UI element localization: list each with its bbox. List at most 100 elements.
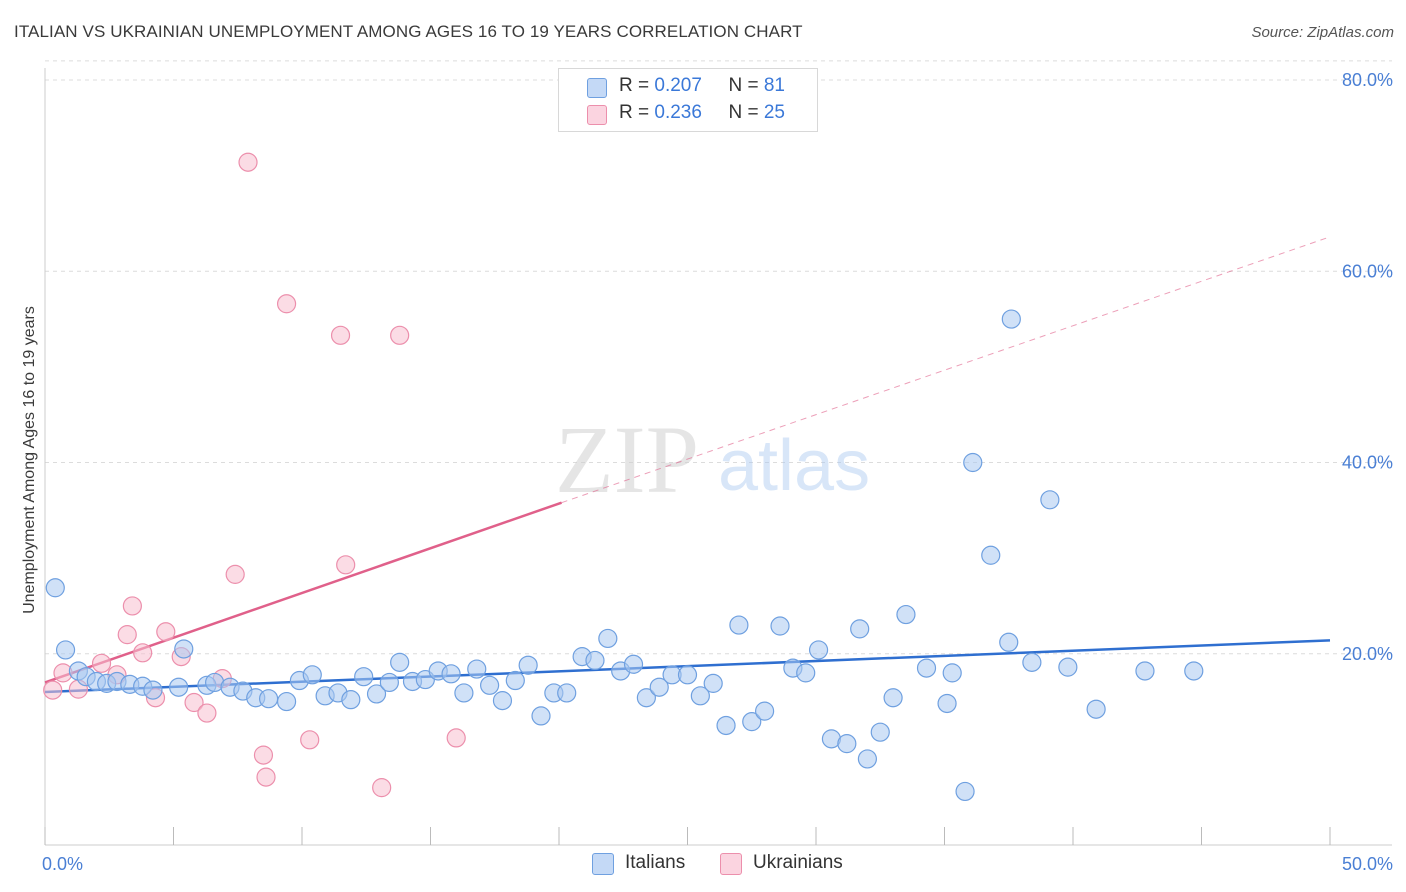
ukrainians-point (253, 745, 274, 765)
italians-point (258, 689, 279, 709)
italians-point (1001, 309, 1021, 329)
italians-point (837, 734, 857, 754)
italians-point (963, 452, 983, 473)
ukrainians-point (300, 730, 320, 750)
italians-point (454, 683, 474, 703)
ukrainians-r-value: 0.236 (654, 102, 702, 123)
italians-points (45, 309, 1204, 802)
italians-point (1086, 699, 1106, 719)
italians-point (690, 686, 710, 706)
italians-swatch (587, 78, 607, 98)
italians-point (636, 688, 656, 708)
italians-point (716, 715, 736, 736)
italians-point (1022, 652, 1042, 672)
italians-point (955, 781, 975, 802)
ukrainians-n-value: 25 (763, 102, 785, 123)
ukrainians-point (117, 625, 137, 645)
ukrainians-point (184, 692, 204, 713)
ukrainians-point (372, 778, 392, 798)
italians-point (169, 677, 189, 697)
bottom-legend-ukrainians: Ukrainians (720, 852, 860, 876)
italians-point (341, 690, 361, 710)
ukrainians-point (276, 294, 297, 314)
italians-point (870, 722, 890, 742)
italians-r-label: R = (619, 75, 655, 96)
ukrainians-point (43, 680, 63, 700)
bottom-italians-label: Italians (625, 852, 686, 873)
italians-point (276, 691, 297, 712)
ukrainians-point (256, 767, 276, 787)
x-tick-label: 50.0% (1342, 854, 1393, 874)
italians-point (480, 675, 500, 695)
italians-point (742, 712, 762, 732)
ukrainians-point (156, 622, 176, 642)
ukrainians-point (133, 643, 153, 663)
italians-point (754, 701, 775, 721)
tick-labels: 20.0% 40.0% 60.0% 80.0% 0.0% 50.0% (42, 70, 1393, 874)
y-tick-label: 40.0% (1342, 453, 1393, 473)
chart-title: ITALIAN VS UKRAINIAN UNEMPLOYMENT AMONG … (14, 22, 803, 41)
italians-point (143, 680, 163, 700)
italians-point (1058, 657, 1078, 677)
ukrainians-r-label: R = (619, 102, 655, 123)
italians-r-value: 0.207 (654, 75, 702, 96)
y-tick-label: 20.0% (1342, 644, 1393, 664)
ukrainians-point (446, 728, 466, 748)
italians-point (883, 688, 903, 708)
italians-point (729, 615, 749, 635)
italians-point (585, 650, 605, 671)
watermark-atlas: atlas (718, 426, 870, 506)
italians-point (981, 545, 1001, 565)
watermark-zip: ZIP (555, 406, 699, 513)
italians-point (937, 693, 957, 714)
axes (44, 68, 1392, 846)
italians-point (1040, 490, 1060, 510)
bottom-italians-swatch (592, 853, 614, 875)
italians-point (942, 663, 962, 683)
italians-point (505, 670, 525, 691)
x-tick-label: 0.0% (42, 854, 83, 874)
italians-point (703, 673, 723, 693)
italians-point (467, 659, 487, 679)
italians-point (1135, 661, 1155, 681)
italians-point (896, 604, 916, 625)
italians-point (55, 640, 76, 660)
italians-point (492, 691, 513, 711)
italians-point (770, 616, 790, 636)
ukrainians-point (91, 653, 112, 673)
italians-point (302, 665, 322, 685)
italians-point (808, 640, 829, 660)
italians-point (441, 664, 461, 684)
italians-point (518, 655, 538, 675)
italians-point (354, 667, 374, 687)
italians-point (174, 639, 194, 659)
italians-point (598, 628, 618, 649)
correlation-legend: R = 0.207 N = 81 R = 0.236 N = 25 (558, 68, 818, 132)
ukrainians-point (390, 325, 410, 345)
bottom-legend-italians: Italians (592, 852, 702, 876)
italians-point (850, 619, 870, 639)
ukrainians-point (197, 703, 217, 723)
ukrainians-swatch (587, 105, 607, 125)
italians-n-value: 81 (763, 75, 785, 96)
italians-point (390, 652, 410, 672)
grid-lines (45, 60, 1392, 655)
ukrainians-point (122, 596, 142, 616)
italians-point (623, 654, 644, 674)
italians-point (796, 663, 816, 683)
ukrainians-point (225, 564, 245, 584)
y-tick-label: 80.0% (1342, 70, 1393, 90)
italians-point (366, 684, 387, 704)
ukrainians-trend-line (44, 501, 562, 684)
ukrainians-point (336, 555, 356, 575)
italians-point (677, 665, 698, 685)
ukrainians-point (330, 325, 351, 345)
italians-point (857, 749, 878, 769)
ukrainians-n-label: N = (728, 102, 764, 123)
ukrainians-trend-extension (561, 236, 1331, 504)
italians-n-label: N = (728, 75, 764, 96)
watermark: ZIP atlas (555, 406, 870, 513)
y-tick-label: 60.0% (1342, 261, 1393, 281)
italians-point (557, 683, 577, 703)
